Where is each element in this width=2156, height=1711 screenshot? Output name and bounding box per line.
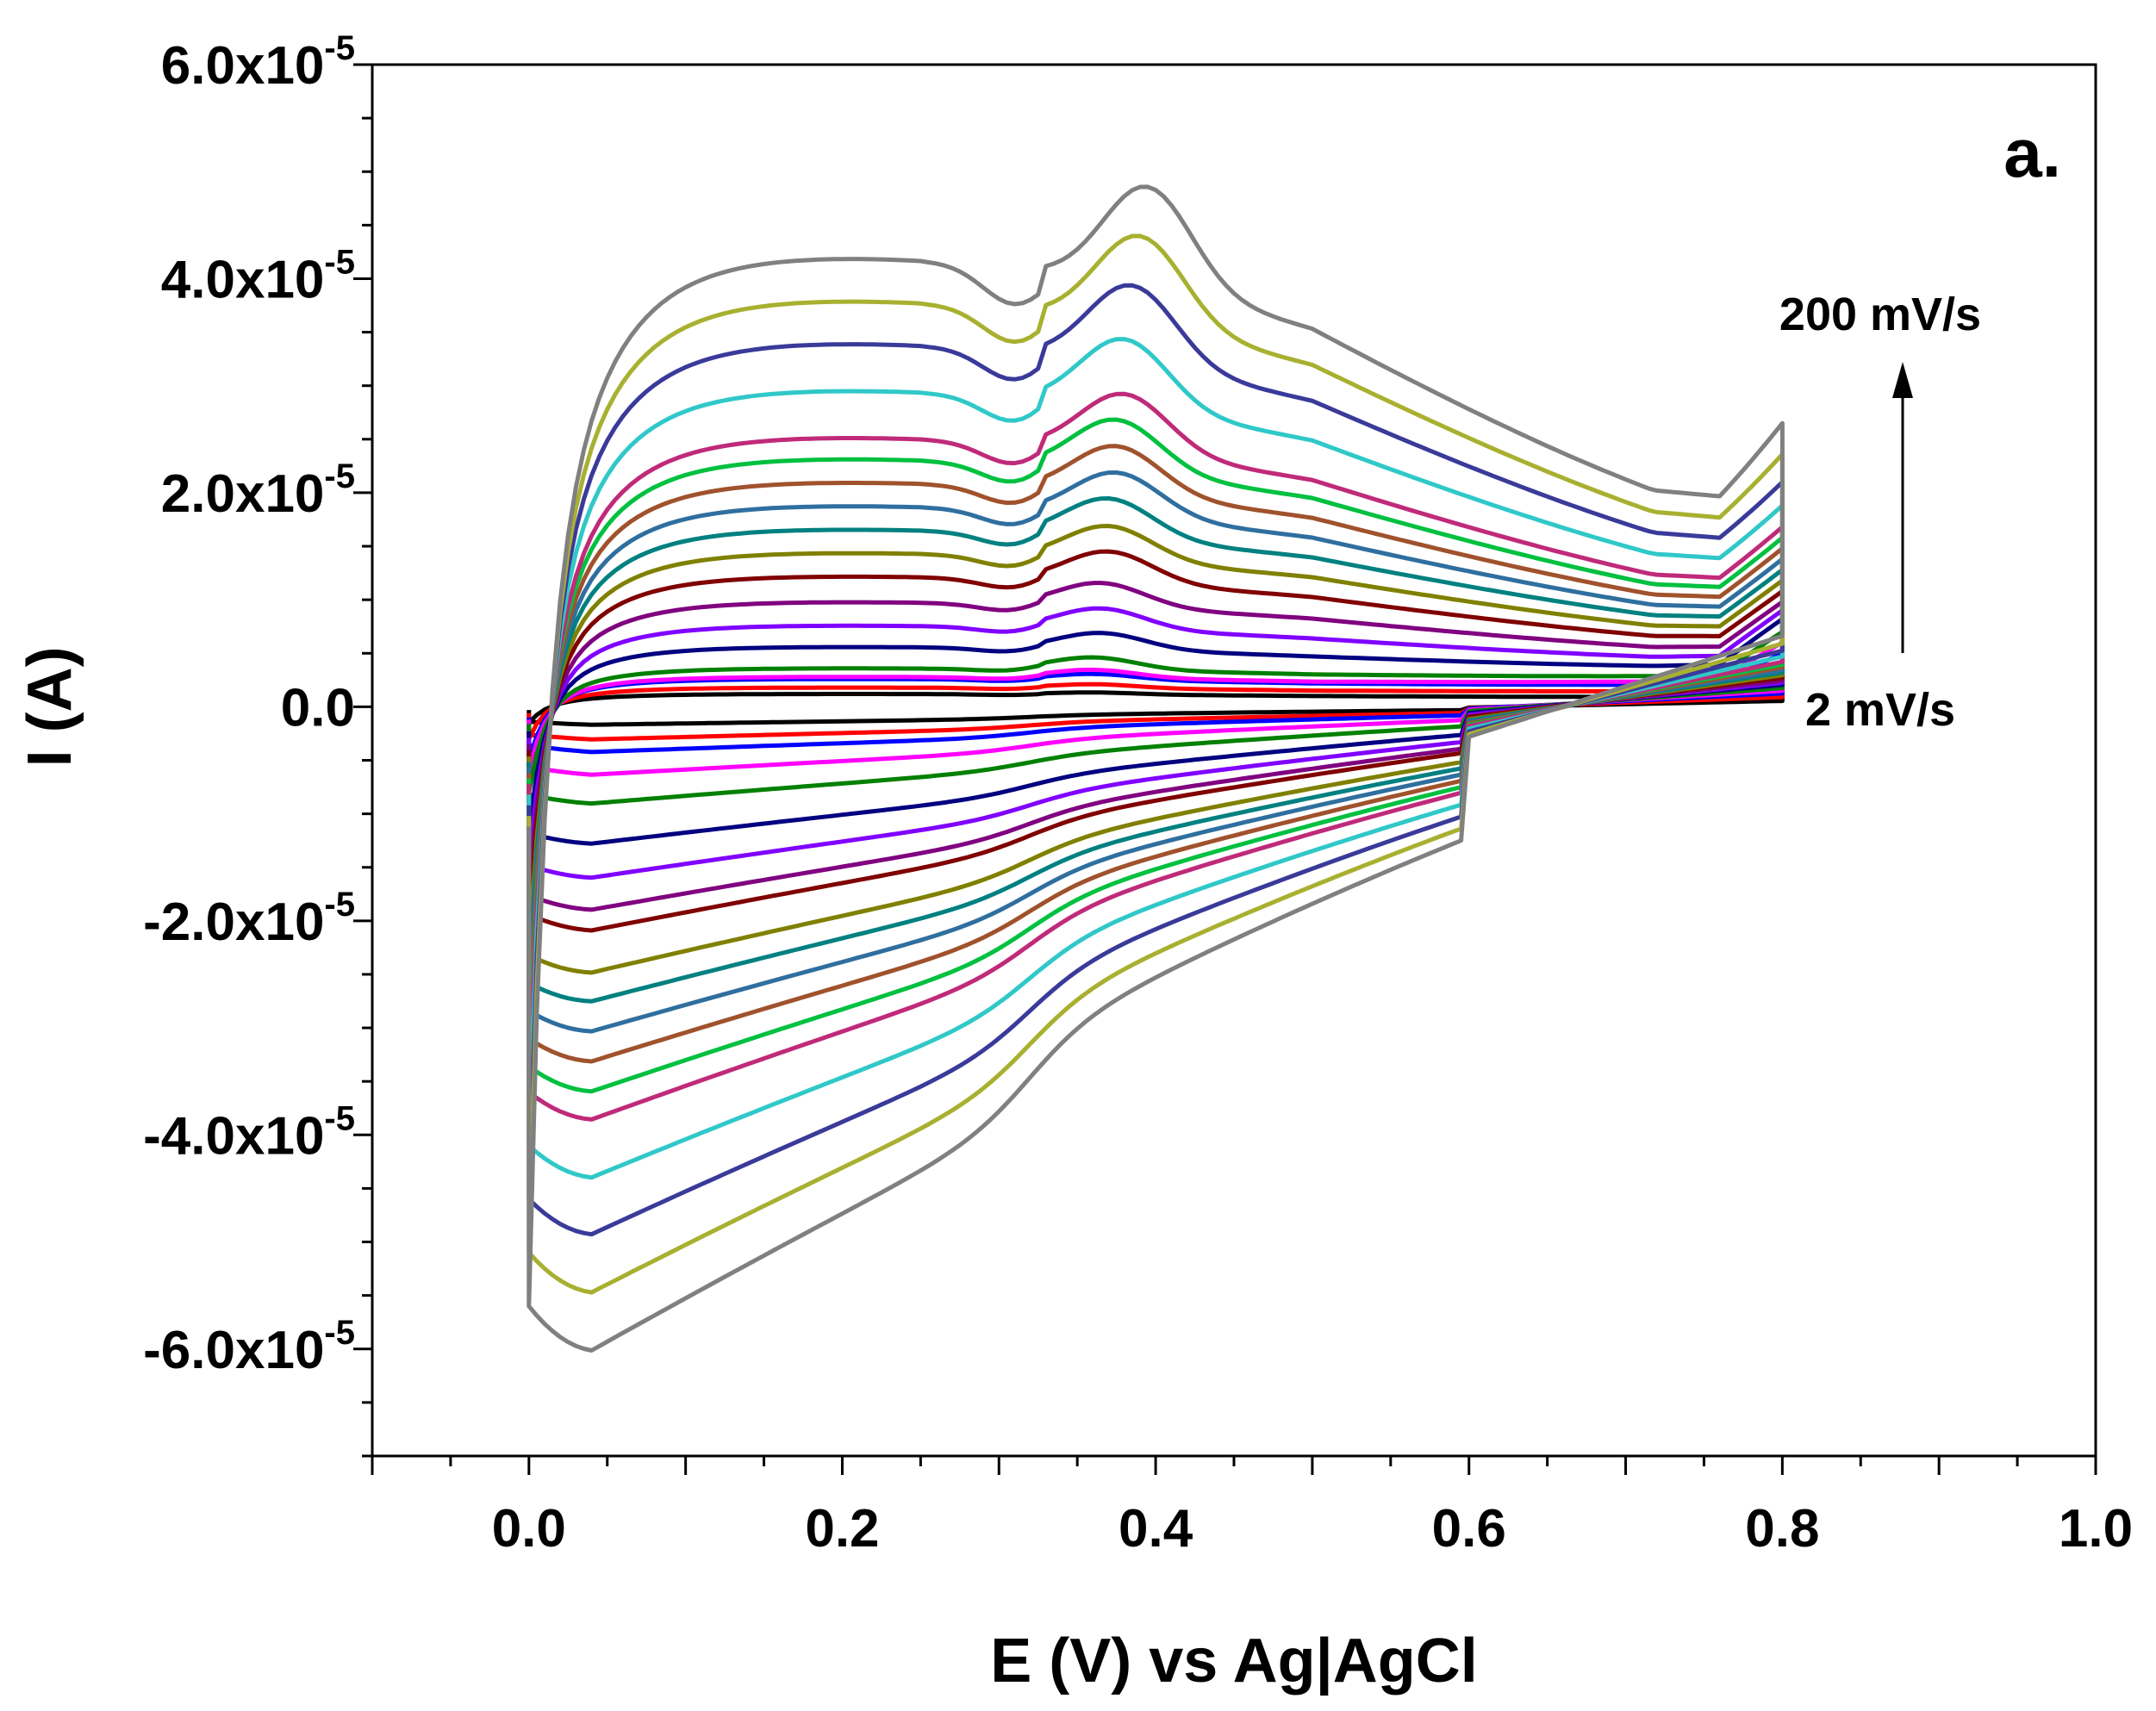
cv-curve: 140 mV/s [527, 337, 1785, 1180]
x-tick-label: 1.0 [2059, 1499, 2133, 1559]
cv-curve: 200 mV/s [527, 184, 1785, 1353]
cv-curve: 80 mV/s [527, 496, 1785, 1004]
cv-curve: 90 mV/s [527, 470, 1785, 1034]
scan-rate-label-bottom: 2 mV/s [1805, 684, 1955, 736]
x-tick-label: 0.2 [805, 1499, 879, 1559]
scan-rate-arrowhead [1892, 362, 1913, 398]
x-tick-label: 0.4 [1119, 1499, 1193, 1559]
cv-curve: 180 mV/s [527, 233, 1785, 1295]
cv-curve: 100 mV/s [527, 444, 1785, 1064]
y-tick-label: -4.0x10-5 [143, 1099, 355, 1166]
y-tick-label: -6.0x10-5 [143, 1314, 355, 1380]
y-tick-label: 2.0x10-5 [161, 457, 355, 524]
x-tick-label: 0.0 [492, 1499, 566, 1559]
cv-curve: 110 mV/s [527, 417, 1785, 1094]
cv-curve: 20 mV/s [527, 629, 1785, 806]
x-axis-title: E (V) vs Ag|AgCl [990, 1627, 1478, 1695]
cv-curve: 120 mV/s [527, 391, 1785, 1122]
cv-curve: 160 mV/s [527, 283, 1785, 1237]
x-tick-label: 0.8 [1745, 1499, 1819, 1559]
series-curves: 2 mV/s5 mV/s10 mV/s15 mV/s20 mV/s30 mV/s… [527, 184, 1785, 1353]
y-axis-title: I (A) [16, 646, 84, 767]
y-axis-ticks: 6.0x10-5 4.0x10-5 2.0x10-5 0.0 -2.0x10-5 -4.0… [143, 29, 372, 1458]
cv-curve: 50 mV/s [527, 581, 1785, 912]
scan-rate-label-top: 200 mV/s [1779, 289, 1981, 340]
cv-curve: 15 mV/s [527, 640, 1785, 777]
panel-label: a. [2003, 115, 2061, 191]
y-tick-label: -2.0x10-5 [143, 886, 355, 952]
x-axis-ticks: 0.0 0.2 0.4 0.6 0.8 1.0 [371, 1456, 2133, 1559]
cv-curve: 2 mV/s [527, 681, 1785, 727]
plot-frame [371, 63, 2097, 1458]
cv-curve: 5 mV/s [527, 666, 1785, 742]
y-tick-label: 0.0 [281, 678, 355, 737]
cv-curve: 70 mV/s [527, 524, 1785, 975]
y-tick-label: 6.0x10-5 [161, 29, 355, 96]
cv-curve: 60 mV/s [527, 549, 1785, 933]
y-tick-label: 4.0x10-5 [161, 243, 355, 309]
x-tick-label: 0.6 [1432, 1499, 1506, 1559]
